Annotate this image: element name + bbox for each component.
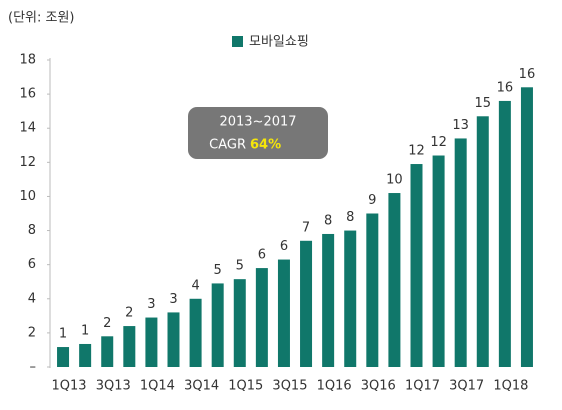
x-tick-label: 3Q15 — [272, 379, 307, 394]
bar — [101, 336, 114, 367]
data-label: 4 — [191, 278, 199, 293]
data-label: 6 — [258, 248, 266, 263]
bar — [57, 347, 70, 367]
y-tick-label: 18 — [19, 53, 36, 68]
data-label: 6 — [280, 239, 288, 254]
data-label: 13 — [452, 118, 469, 133]
bar — [277, 259, 290, 367]
y-tick-label: 12 — [19, 155, 36, 170]
y-tick-label: 16 — [19, 87, 36, 102]
data-label: 5 — [236, 259, 244, 274]
data-label: 3 — [169, 292, 177, 307]
y-tick-label: – — [30, 360, 37, 375]
data-label: 3 — [147, 297, 155, 312]
bar — [167, 312, 180, 367]
data-label: 16 — [497, 80, 514, 95]
bar — [211, 283, 224, 367]
x-tick-label: 3Q17 — [449, 379, 484, 394]
x-tick-label: 3Q16 — [361, 379, 396, 394]
x-tick-label: 1Q14 — [140, 379, 175, 394]
annotation-label: CAGR — [209, 138, 246, 153]
annotation-value: 64% — [250, 138, 281, 153]
y-tick-label: 4 — [28, 291, 36, 306]
bar — [233, 279, 246, 367]
y-tick-label: 2 — [28, 325, 36, 340]
bar — [476, 116, 489, 368]
x-tick-label: 3Q14 — [184, 379, 219, 394]
data-label: 9 — [368, 193, 376, 208]
bar — [410, 164, 423, 367]
legend-swatch — [232, 36, 243, 47]
bar — [255, 268, 268, 367]
x-tick-label: 1Q17 — [405, 379, 440, 394]
y-tick-label: 8 — [28, 223, 36, 238]
unit-label: (단위: 조원) — [8, 11, 75, 26]
data-label: 8 — [346, 210, 354, 225]
data-label: 2 — [103, 316, 111, 331]
annotation: 2013~2017 CAGR 64% — [188, 107, 328, 159]
bar — [520, 87, 533, 368]
bar — [145, 317, 158, 367]
data-label: 1 — [81, 323, 89, 338]
y-tick-label: 6 — [28, 257, 36, 272]
data-label: 16 — [519, 67, 536, 82]
x-tick-label: 1Q15 — [228, 379, 263, 394]
bar — [123, 326, 136, 367]
data-label: 8 — [324, 213, 332, 228]
bar — [454, 138, 467, 367]
bar — [322, 233, 335, 367]
bar — [300, 240, 313, 367]
bar — [432, 155, 445, 367]
data-label: 5 — [214, 263, 222, 278]
bar — [79, 343, 92, 367]
bar — [498, 100, 511, 367]
x-tick-label: 1Q18 — [493, 379, 528, 394]
data-label: 1 — [59, 327, 67, 342]
data-label: 10 — [386, 173, 403, 188]
legend-label: 모바일쇼핑 — [249, 35, 309, 50]
data-label: 12 — [408, 144, 425, 159]
data-label: 2 — [125, 306, 133, 321]
annotation-period: 2013~2017 — [219, 115, 296, 130]
x-tick-label: 1Q16 — [317, 379, 352, 394]
data-label: 15 — [474, 96, 491, 111]
bar — [388, 193, 401, 367]
data-label: 12 — [430, 135, 447, 150]
x-tick-label: 1Q13 — [52, 379, 87, 394]
bar — [189, 298, 202, 367]
bar — [344, 230, 357, 367]
y-tick-label: 10 — [19, 189, 36, 204]
data-label: 7 — [302, 220, 310, 235]
annotation-box — [188, 107, 328, 159]
x-tick-label: 3Q13 — [96, 379, 131, 394]
y-tick-label: 14 — [19, 121, 36, 136]
bar — [366, 213, 379, 367]
